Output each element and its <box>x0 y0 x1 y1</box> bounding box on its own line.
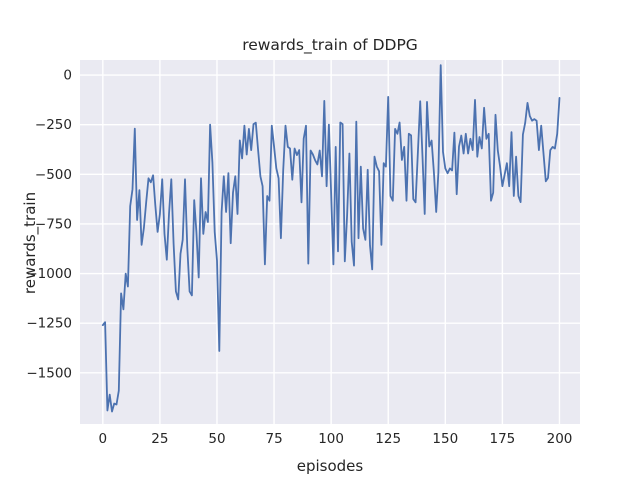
x-tick-label: 100 <box>318 431 344 447</box>
x-tick-label: 50 <box>208 431 225 447</box>
y-tick-label: −750 <box>35 216 72 232</box>
y-tick-label: −1500 <box>26 365 72 381</box>
x-tick-label: 75 <box>266 431 283 447</box>
y-tick-label: −1000 <box>26 266 72 282</box>
y-tick-label: −1250 <box>26 316 72 332</box>
y-tick-label: −500 <box>35 167 72 183</box>
y-tick-label: 0 <box>63 68 72 84</box>
x-tick-label: 175 <box>490 431 516 447</box>
reward-line <box>101 64 561 413</box>
x-tick-label: 125 <box>375 431 401 447</box>
x-axis-label: episodes <box>296 457 364 475</box>
x-tick-label: 0 <box>99 431 108 447</box>
x-tick-label: 25 <box>151 431 168 447</box>
x-tick-label: 150 <box>432 431 458 447</box>
axes-background <box>80 60 580 424</box>
y-tick-label: −250 <box>35 117 72 133</box>
chart-title: rewards_train of DDPG <box>242 36 418 54</box>
x-tick-label: 200 <box>547 431 573 447</box>
